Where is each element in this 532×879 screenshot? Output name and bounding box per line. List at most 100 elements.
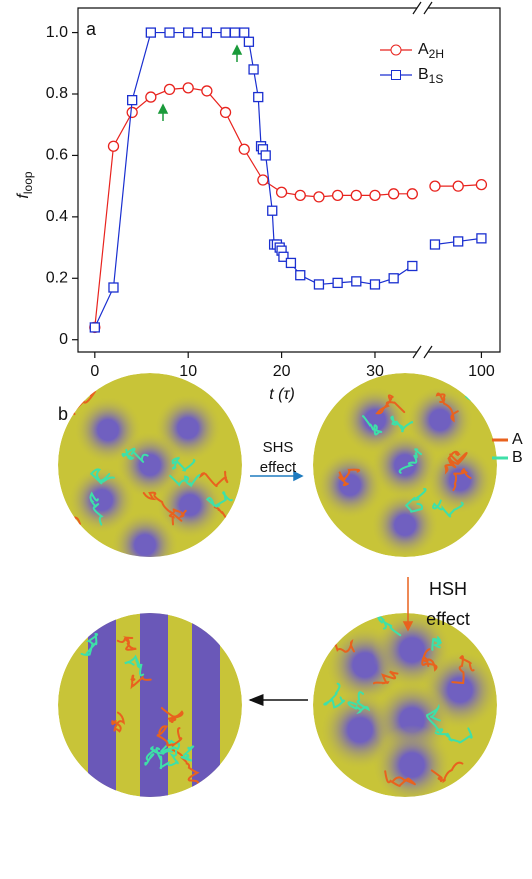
lamella (192, 613, 220, 797)
chain-b (155, 747, 179, 770)
legend-name: B (418, 66, 429, 83)
domain (372, 725, 452, 797)
y-tick-label: 1.0 (46, 24, 68, 41)
domain (426, 446, 494, 514)
arrow-label: effect (260, 459, 297, 476)
legend-label: A (512, 431, 523, 448)
chain-a (435, 392, 459, 423)
chain-b (180, 745, 195, 762)
marker (260, 150, 271, 161)
marker (331, 189, 344, 202)
marker (295, 270, 306, 281)
marker (253, 91, 264, 103)
chain-b (398, 448, 423, 474)
marker (257, 174, 269, 186)
chain-b (464, 388, 490, 403)
arrow (402, 577, 414, 632)
x-tick-label: 20 (273, 363, 291, 380)
marker (164, 27, 175, 38)
legend-label: A2H (418, 41, 444, 61)
marker (294, 189, 306, 202)
marker (407, 260, 418, 272)
marker (126, 106, 138, 119)
marker (220, 27, 231, 38)
chain-b (431, 635, 443, 651)
chain-a (338, 468, 361, 487)
domain (68, 466, 136, 534)
marker (429, 180, 441, 192)
y-tick-label: 0 (59, 331, 68, 348)
x-axis-label: t (τ) (269, 386, 295, 403)
legend-subscript: 1S (429, 72, 444, 86)
chain-b (426, 703, 444, 734)
panel-label: b (58, 404, 68, 424)
marker (388, 273, 399, 284)
marker (201, 85, 213, 97)
chain-b (121, 447, 149, 463)
domain (371, 431, 439, 499)
y-axis-label-sub: loop (21, 171, 35, 194)
chain-b (390, 415, 414, 433)
chain-a (198, 470, 229, 488)
marker (476, 233, 487, 244)
marker (183, 27, 194, 38)
chain-b (323, 682, 346, 709)
marker (243, 36, 255, 47)
phase-circle (58, 373, 242, 557)
chain-a (451, 655, 475, 685)
y-tick-label: 0.6 (46, 147, 68, 164)
legend-label: B (512, 449, 523, 466)
marker (108, 282, 119, 293)
marker (369, 189, 381, 202)
marker (406, 188, 418, 200)
x-tick-label: 0 (90, 363, 99, 380)
marker (238, 143, 250, 155)
chain-b (347, 691, 370, 715)
marker (127, 94, 138, 106)
x-tick-label: 10 (179, 363, 197, 380)
chain-b (89, 491, 104, 526)
domain (111, 511, 179, 557)
marker (248, 64, 259, 75)
axis-break (412, 1, 433, 359)
chain-b (432, 499, 464, 518)
chain-a (447, 450, 468, 466)
arrow-label: SHS (263, 439, 294, 456)
chain-a (421, 648, 438, 672)
x-tick-label: 100 (468, 363, 495, 380)
marker (219, 106, 232, 119)
chain-b (361, 415, 383, 436)
marker (107, 140, 120, 152)
chain-a (444, 456, 457, 475)
marker (267, 205, 278, 216)
marker (285, 257, 297, 269)
chain-b (169, 474, 202, 488)
marker (182, 82, 194, 94)
marker (201, 27, 213, 38)
axis-frame (77, 7, 501, 353)
chain-a (116, 636, 137, 651)
chain-b (434, 727, 473, 744)
chain-b (171, 456, 196, 472)
chain-b (205, 491, 233, 508)
arrow-label: HSH (429, 579, 467, 599)
marker (453, 236, 464, 247)
phase-circle (313, 373, 497, 557)
diagram: AB SHS effect HSH effect (58, 373, 523, 797)
chain-b (404, 487, 427, 513)
y-axis-label-main: f (15, 193, 32, 199)
y-tick-label: 0.4 (46, 208, 68, 225)
marker (239, 27, 250, 38)
y-tick-label: 0.8 (46, 85, 68, 102)
marker (350, 189, 362, 202)
marker (313, 279, 325, 290)
marker (229, 27, 241, 38)
chain-a (430, 761, 464, 784)
chain-b (80, 632, 99, 656)
phase-circle (313, 613, 497, 797)
chain-b (124, 654, 145, 677)
marker (429, 239, 441, 250)
legend-label: B1S (418, 66, 443, 86)
marker (145, 91, 157, 103)
